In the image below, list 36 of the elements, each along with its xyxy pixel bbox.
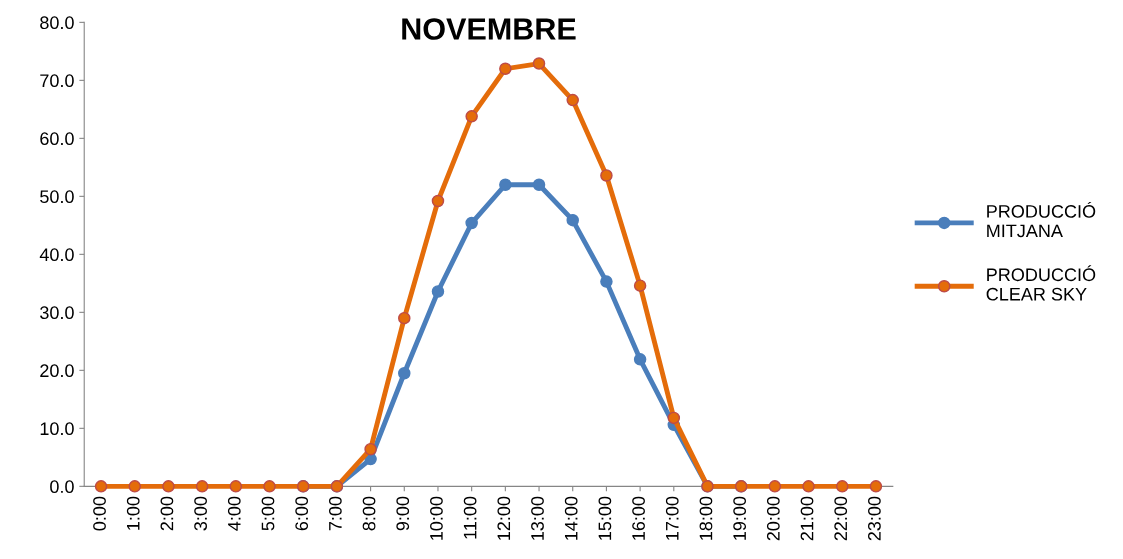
x-tick-label: 1:00 (126, 496, 140, 530)
x-tick-label: 0:00 (93, 496, 106, 531)
y-tick-label: 20.0 (40, 364, 74, 378)
x-tick-label: 20:00 (766, 496, 780, 541)
x-tick-label: 11:00 (463, 496, 477, 539)
y-tick-label: 60.0 (40, 132, 74, 146)
y-tick-label: 30.0 (40, 306, 74, 320)
x-tick-label: 6:00 (295, 496, 309, 531)
x-tick-label: 13:00 (531, 496, 544, 540)
x-tick-label: 14:00 (564, 496, 578, 540)
x-tick-label: 12:00 (497, 496, 511, 540)
x-tick-label: 4:00 (227, 496, 241, 531)
legend-label: PRODUCCIÓ MITJANA (987, 201, 1096, 238)
x-tick-label: 2:00 (160, 496, 174, 531)
x-tick-label: 5:00 (261, 496, 275, 531)
x-tick-label: 16:00 (632, 496, 645, 540)
y-tick-label: 40.0 (39, 248, 74, 262)
x-tick-label: 21:00 (800, 496, 814, 541)
legend-label: PRODUCCIÓ CLEAR SKY (986, 265, 1096, 301)
y-tick-label: 0.0 (50, 480, 74, 494)
y-tick-label: 80.0 (40, 16, 74, 30)
x-tick-label: 3:00 (194, 496, 207, 531)
x-tick-label: 9:00 (396, 496, 410, 531)
x-tick-label: 8:00 (362, 496, 376, 531)
chart-title: NOVEMBRE (402, 18, 576, 40)
x-tick-label: 17:00 (665, 496, 679, 540)
x-tick-label: 23:00 (868, 496, 881, 541)
x-tick-label: 7:00 (328, 496, 342, 531)
y-tick-label: 70.0 (40, 74, 74, 88)
x-tick-label: 15:00 (598, 496, 612, 540)
x-tick-label: 19:00 (733, 496, 747, 540)
x-tick-label: 22:00 (834, 496, 848, 541)
y-tick-label: 50.0 (40, 190, 74, 204)
y-tick-label: 10.0 (40, 422, 74, 436)
x-tick-label: 18:00 (699, 496, 713, 540)
x-tick-label: 10:00 (430, 496, 443, 540)
